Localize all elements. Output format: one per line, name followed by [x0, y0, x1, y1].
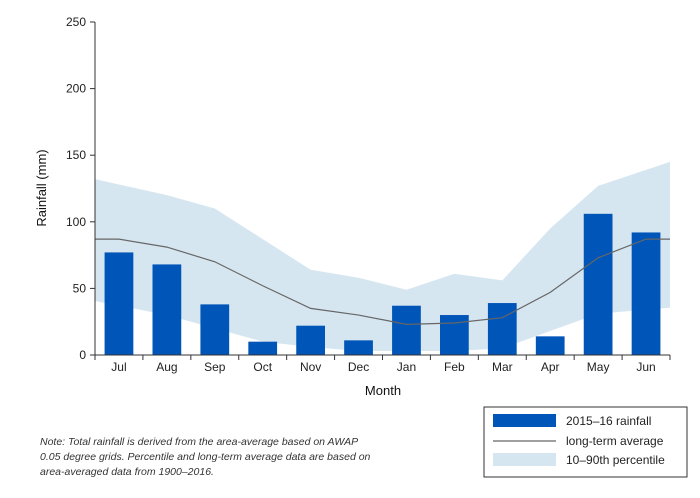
x-tick-label: Jun: [636, 360, 655, 374]
y-ticks: 0 50 100 150 200 250: [66, 15, 95, 362]
bar-jan: [392, 305, 421, 355]
legend-label-average: long-term average: [566, 434, 664, 448]
y-tick-label: 50: [73, 281, 87, 295]
bar-aug: [152, 264, 182, 355]
bar-layer: [104, 213, 661, 355]
legend: 2015–16 rainfall long-term average 10–90…: [483, 406, 688, 478]
y-axis-title: Rainfall (mm): [34, 149, 49, 226]
bar-jul: [104, 252, 134, 355]
average-line: [95, 238, 670, 325]
x-tick-label: Apr: [541, 360, 560, 374]
bar-may: [583, 213, 613, 355]
x-ticks: Jul Aug Sep Oct Nov Dec Jan Feb Mar Apr May Jun: [94, 355, 671, 374]
bar-nov: [296, 325, 325, 355]
x-tick-label: Nov: [300, 360, 321, 374]
y-tick-label: 200: [66, 82, 86, 96]
percentile-band-layer: [95, 161, 670, 352]
x-tick-label: Dec: [348, 360, 369, 374]
y-tick-label: 150: [66, 148, 86, 162]
legend-swatch-percentile: [493, 453, 556, 466]
legend-label-percentile: 10–90th percentile: [566, 453, 665, 467]
x-tick-label: Aug: [156, 360, 177, 374]
x-tick-label: Sep: [204, 360, 226, 374]
bar-jun: [631, 232, 661, 355]
bar-feb: [440, 315, 469, 355]
y-tick-label: 0: [79, 348, 86, 362]
legend-swatch-rainfall: [493, 414, 556, 427]
footnote: Note: Total rainfall is derived from the…: [40, 436, 371, 478]
average-line-layer: [95, 238, 670, 325]
y-tick-label: 250: [66, 15, 86, 29]
bar-sep: [200, 304, 230, 355]
bar-mar: [487, 303, 517, 355]
legend-label-rainfall: 2015–16 rainfall: [566, 414, 651, 428]
x-tick-label: Mar: [492, 360, 513, 374]
bar-apr: [535, 336, 565, 355]
y-tick-label: 100: [66, 215, 86, 229]
x-tick-label: Jan: [397, 360, 416, 374]
x-tick-label: Feb: [444, 360, 465, 374]
x-axis-title: Month: [365, 383, 401, 398]
bar-dec: [344, 340, 373, 355]
percentile-band: [95, 161, 670, 352]
bar-oct: [248, 341, 278, 355]
x-tick-label: May: [587, 360, 610, 374]
x-tick-label: Oct: [253, 360, 272, 374]
x-tick-label: Jul: [111, 360, 126, 374]
